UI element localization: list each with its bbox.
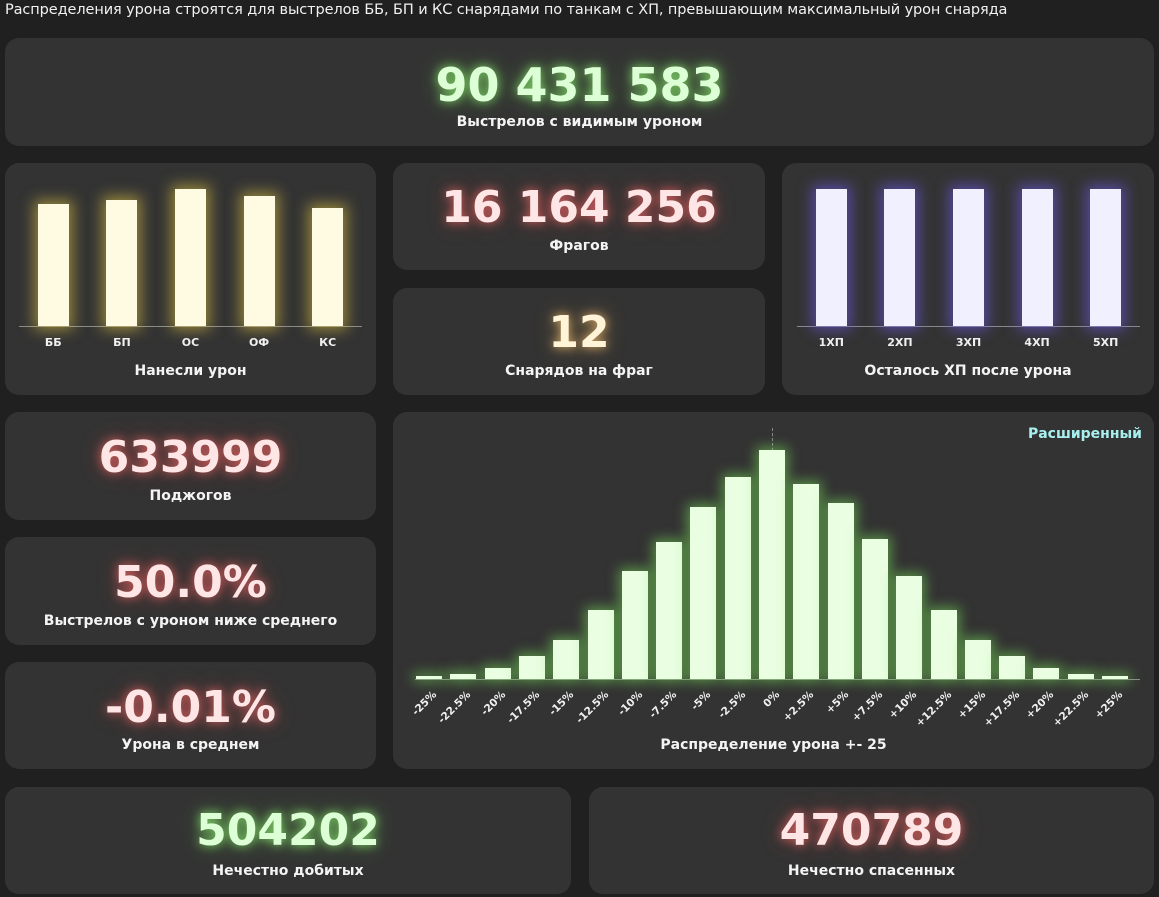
avg-damage-label: Урона в среднем (121, 737, 260, 753)
bar (724, 477, 751, 679)
bar (759, 450, 785, 679)
damage-dealt-card: ББ БП ОС ОФ КС Нанесли урон (5, 163, 376, 395)
bar (896, 575, 923, 679)
bar (953, 189, 984, 326)
bar (999, 656, 1026, 679)
bar (1090, 189, 1122, 326)
x-axis-line (19, 326, 362, 327)
shells-per-frag-value: 12 (548, 307, 610, 358)
shots-card: 90 431 583 Выстрелов с видимым уроном (5, 38, 1154, 146)
bar (621, 571, 648, 679)
fires-card: 633999 Поджогов (5, 412, 376, 520)
x-tick-label: ББ (44, 336, 62, 349)
shots-label: Выстрелов с видимым уроном (456, 114, 703, 130)
bar (106, 199, 138, 326)
unfair-kills-value: 504202 (196, 805, 380, 856)
bar (884, 189, 916, 326)
bar (827, 502, 854, 679)
distribution-chart: -25% -22.5% -20% -17.5% -15% -12.5% -10% -7.5% -… (393, 412, 1154, 732)
bar (930, 610, 957, 679)
fires-value: 633999 (98, 432, 283, 483)
hp-left-label: Осталось ХП после урона (864, 363, 1072, 379)
bar (1021, 189, 1053, 326)
distribution-card: Расширенный -25% -22.5% -20% -17.5% -15% -12.… (393, 412, 1154, 769)
unfair-kills-label: Нечестно добитых (212, 863, 364, 879)
bar (815, 189, 847, 326)
bar (964, 640, 991, 679)
unfair-saved-card: 470789 Нечестно спасенных (589, 787, 1154, 894)
bar (656, 541, 683, 679)
frags-card: 16 164 256 Фрагов (393, 163, 765, 270)
extended-mode-link[interactable]: Расширенный (1027, 426, 1142, 442)
unfair-kills-card: 504202 Нечестно добитых (5, 787, 571, 894)
x-tick-label: 3ХП (955, 336, 982, 349)
bar (1033, 667, 1060, 679)
x-axis-line (415, 679, 1140, 680)
x-tick-label: ОФ (248, 336, 270, 349)
x-axis-line (797, 326, 1140, 327)
damage-dealt-chart: ББ БП ОС ОФ КС (5, 163, 376, 363)
below-average-card: 50.0% Выстрелов с уроном ниже среднего (5, 537, 376, 645)
bar (861, 539, 888, 679)
frags-label: Фрагов (549, 238, 609, 254)
page-header: Распределения урона строятся для выстрел… (5, 2, 1008, 18)
bar (450, 674, 477, 679)
below-average-value: 50.0% (114, 557, 267, 608)
x-tick-label: 4ХП (1024, 336, 1050, 349)
fires-label: Поджогов (149, 488, 232, 504)
x-tick-label: 5ХП (1093, 336, 1119, 349)
shells-per-frag-card: 12 Снарядов на фраг (393, 288, 765, 395)
bar (690, 507, 717, 679)
x-tick-label: БП (113, 336, 131, 349)
bar (793, 484, 820, 679)
x-tick-label: 1ХП (818, 336, 844, 349)
x-tick-label: КС (319, 336, 337, 349)
bar (243, 195, 275, 326)
frags-value: 16 164 256 (441, 182, 717, 233)
bar (1067, 674, 1094, 679)
shells-per-frag-label: Снарядов на фраг (505, 363, 653, 379)
unfair-saved-value: 470789 (779, 805, 964, 856)
bar (484, 667, 511, 679)
bar (518, 656, 545, 679)
bar (312, 208, 344, 326)
bar (587, 610, 614, 679)
bar (553, 640, 580, 679)
below-average-label: Выстрелов с уроном ниже среднего (43, 613, 338, 629)
x-tick-label: ОС (181, 336, 200, 349)
bar (416, 675, 442, 679)
bar (37, 204, 69, 326)
shots-value: 90 431 583 (435, 58, 724, 112)
distribution-label: Распределение урона +- 25 (660, 737, 887, 753)
bar (175, 189, 206, 326)
bar (1102, 676, 1128, 679)
damage-dealt-label: Нанесли урон (134, 363, 247, 379)
x-tick-label: 2ХП (887, 336, 913, 349)
unfair-saved-label: Нечестно спасенных (787, 863, 956, 879)
hp-left-card: 1ХП 2ХП 3ХП 4ХП 5ХП Осталось ХП после урона (782, 163, 1154, 395)
hp-left-chart: 1ХП 2ХП 3ХП 4ХП 5ХП (782, 163, 1154, 363)
avg-damage-value: -0.01% (105, 682, 276, 733)
avg-damage-card: -0.01% Урона в среднем (5, 662, 376, 769)
